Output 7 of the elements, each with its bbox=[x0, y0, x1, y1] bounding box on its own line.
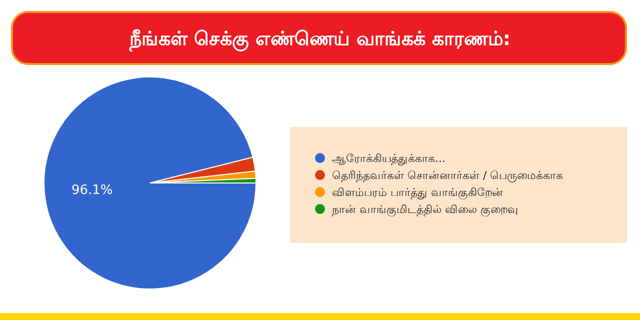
legend-label: தெரிந்தவர்கள் சொன்னார்கள் / பெருமைக்காக bbox=[332, 169, 564, 182]
pie-slice bbox=[44, 76, 256, 290]
data-label: 96.1% bbox=[71, 183, 113, 198]
legend-label: ஆரோக்கியத்துக்காக... bbox=[332, 152, 446, 165]
chart-title: நீங்கள் செக்கு எண்ணெய் வாங்கக் காரணம்: bbox=[128, 28, 511, 52]
legend-label: விளம்பரம் பார்த்து வாங்குகிறேன் bbox=[332, 186, 503, 201]
legend-label: நான் வாங்குமிடத்தில் விலை குறைவு bbox=[332, 203, 518, 218]
